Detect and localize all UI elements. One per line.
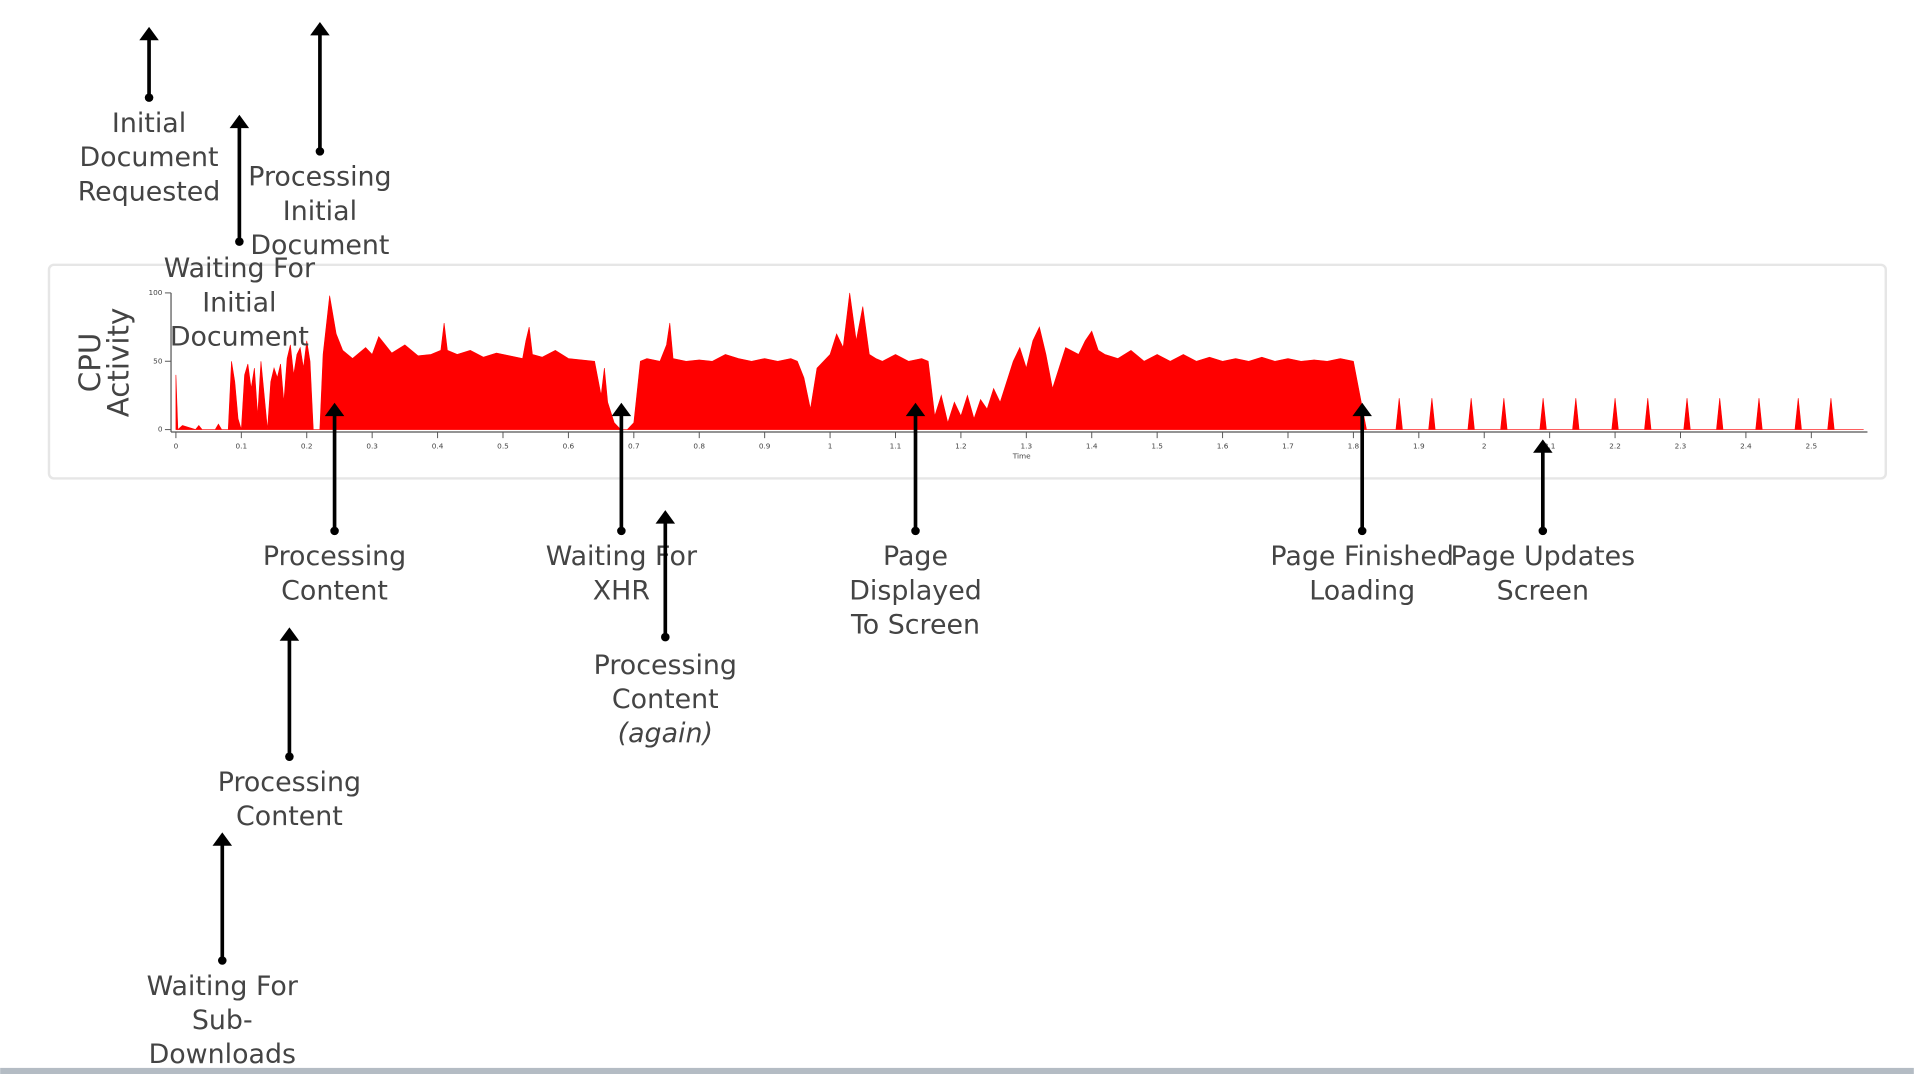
arrow-tail	[330, 526, 339, 536]
x-axis-label: Time	[1012, 451, 1031, 460]
arrow-tail	[218, 956, 227, 965]
arrow-head	[611, 402, 632, 417]
annotation-text: Content	[281, 575, 388, 606]
annotation-text: (again)	[618, 718, 713, 749]
x-tick-label: 2.5	[1805, 442, 1817, 451]
x-tick-label: 0	[174, 442, 179, 451]
x-tick-label: 1.9	[1413, 442, 1425, 451]
annotation-text: Displayed	[849, 575, 982, 606]
x-tick-label: 0.1	[236, 442, 248, 451]
annotation-text: Document	[170, 322, 309, 353]
annotation-text: Page Finished	[1270, 541, 1454, 572]
bottom-bar	[0, 1067, 1914, 1074]
x-tick-label: 0.4	[432, 442, 444, 451]
annotation-text: Screen	[1497, 575, 1589, 606]
x-tick-label: 2.3	[1675, 442, 1687, 451]
x-tick-label: 2.1	[1544, 442, 1556, 451]
arrow-tail	[315, 147, 325, 156]
arrow-head	[655, 510, 676, 524]
annotation-text: Sub-	[192, 1005, 253, 1036]
x-tick-label: 1.1	[890, 442, 902, 451]
annotation-text: Content	[612, 684, 719, 715]
x-tick-label: 0.6	[563, 442, 575, 451]
annotation-text: Downloads	[149, 1039, 296, 1070]
x-tick-label: 2.2	[1609, 442, 1621, 451]
y-tick-label: 100	[149, 288, 163, 297]
arrow-head	[1352, 402, 1372, 417]
annotation-text: To Screen	[850, 610, 980, 641]
arrow-head	[279, 627, 300, 641]
arrow-tail	[911, 526, 920, 536]
annotation-text: Waiting For	[546, 541, 698, 572]
x-tick-label: 1.3	[1021, 442, 1033, 451]
arrow-tail	[617, 526, 626, 536]
annotation-text: XHR	[593, 575, 650, 606]
arrow-head	[229, 114, 250, 129]
arrow-head	[324, 402, 345, 417]
annotation-text: Requested	[78, 176, 221, 207]
x-tick-label: 0.7	[628, 442, 640, 451]
x-tick-label: 2.4	[1740, 442, 1752, 451]
x-tick-label: 1.5	[1151, 442, 1163, 451]
annotation-text: Processing	[248, 162, 391, 193]
x-tick-label: 1.7	[1282, 442, 1294, 451]
x-tick-label: 1.4	[1086, 442, 1098, 451]
annotation-text: Processing	[218, 767, 361, 798]
annotation-text: Waiting For	[147, 971, 299, 1002]
annotation-text: Initial	[112, 108, 186, 139]
x-tick-label: 1	[828, 442, 833, 451]
annotation-text: Page	[883, 541, 948, 572]
arrow-head	[139, 26, 159, 41]
x-tick-label: 2	[1482, 442, 1487, 451]
x-tick-label: 1.2	[955, 442, 967, 451]
annotation-text: Processing	[594, 650, 737, 681]
x-tick-label: 0.3	[366, 442, 378, 451]
annotation-text: Document	[250, 230, 389, 261]
x-tick-label: 0.2	[301, 442, 313, 451]
y-axis-label: CPU Activity	[73, 308, 135, 418]
x-tick-label: 1.6	[1217, 442, 1229, 451]
arrow-tail	[144, 93, 154, 102]
arrow-tail	[661, 632, 670, 642]
annotation-text: Content	[236, 801, 343, 832]
x-tick-label: 1.8	[1348, 442, 1360, 451]
annotation-text: Waiting For	[164, 253, 316, 284]
annotation-text: Initial	[283, 196, 357, 227]
x-tick-label: 0.8	[693, 442, 705, 451]
y-tick-label: 50	[153, 356, 163, 365]
arrow-tail	[285, 752, 294, 761]
annotation-text: Document	[80, 142, 219, 173]
annotation-text: Loading	[1309, 575, 1415, 606]
arrow-head	[1533, 439, 1553, 453]
x-tick-label: 0.9	[759, 442, 771, 451]
arrow-head	[310, 21, 330, 36]
y-tick-label: 0	[158, 425, 163, 434]
y-axis-label-line: CPU	[73, 333, 107, 393]
annotation-text: Initial	[202, 287, 276, 318]
annotation-text: Processing	[263, 541, 406, 572]
arrow-tail	[1357, 526, 1367, 536]
arrow-tail	[1538, 526, 1548, 536]
cpu-area	[175, 292, 1864, 431]
arrow-head	[905, 402, 926, 417]
arrow-tail	[235, 237, 244, 246]
arrow-head	[212, 832, 233, 846]
annotation-text: Page Updates	[1450, 541, 1635, 572]
y-axis-label-line: Activity	[101, 308, 135, 418]
x-tick-label: 0.5	[497, 442, 509, 451]
